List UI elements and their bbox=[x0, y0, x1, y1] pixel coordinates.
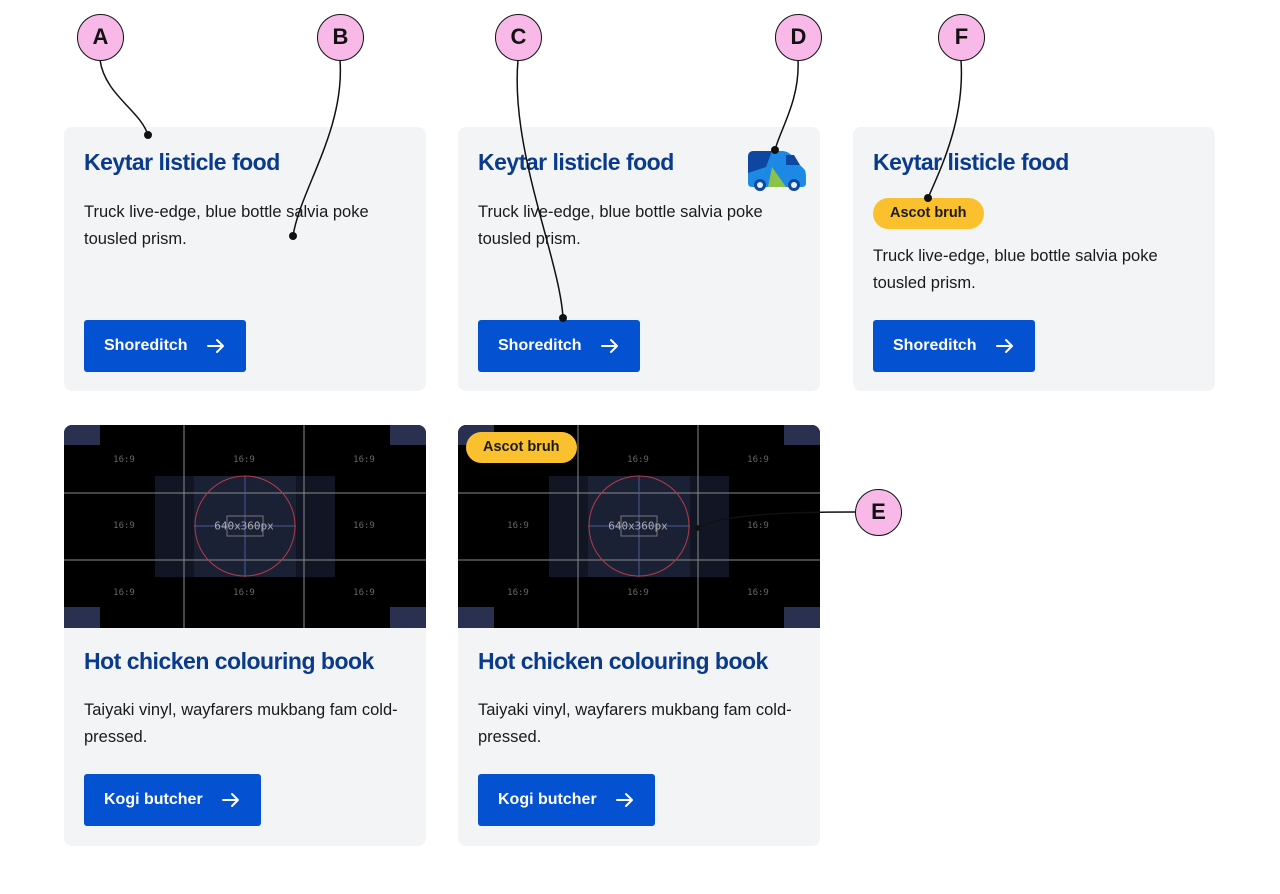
callout-e: E bbox=[855, 489, 902, 536]
shoreditch-button[interactable]: Shoreditch bbox=[478, 320, 640, 372]
button-label: Kogi butcher bbox=[104, 791, 203, 808]
card-title: Keytar listicle food bbox=[478, 149, 674, 175]
card-description: Truck live-edge, blue bottle salvia poke… bbox=[478, 203, 763, 248]
placeholder-ratio-label: 16:9 bbox=[507, 588, 529, 598]
card-title: Keytar listicle food bbox=[873, 149, 1069, 175]
placeholder-ratio-label: 16:9 bbox=[113, 521, 135, 531]
arrow-right-icon bbox=[995, 336, 1015, 356]
card-description: Taiyaki vinyl, wayfarers mukbang fam col… bbox=[478, 701, 792, 746]
placeholder-image: 16:9 16:9 16:9 16:9 640x360px 16:9 16:9 16:9 16:… bbox=[64, 425, 426, 628]
placeholder-ratio-label: 16:9 bbox=[507, 521, 529, 531]
kogi-butcher-button[interactable]: Kogi butcher bbox=[84, 774, 261, 826]
placeholder-ratio-label: 16:9 bbox=[233, 588, 255, 598]
placeholder-ratio-label: 16:9 bbox=[627, 588, 649, 598]
placeholder-ratio-label: 16:9 bbox=[747, 455, 769, 465]
callout-a: A bbox=[77, 14, 124, 61]
placeholder-ratio-label: 16:9 bbox=[353, 588, 375, 598]
shoreditch-button[interactable]: Shoreditch bbox=[84, 320, 246, 372]
placeholder-ratio-label: 16:9 bbox=[233, 455, 255, 465]
shoreditch-button[interactable]: Shoreditch bbox=[873, 320, 1035, 372]
button-label: Shoreditch bbox=[104, 337, 188, 354]
card-description: Taiyaki vinyl, wayfarers mukbang fam col… bbox=[84, 701, 398, 746]
arrow-right-icon bbox=[600, 336, 620, 356]
arrow-right-icon bbox=[206, 336, 226, 356]
placeholder-size-label: 640x360px bbox=[608, 519, 668, 533]
placeholder-size-label: 640x360px bbox=[214, 519, 274, 533]
van-icon bbox=[748, 151, 806, 191]
placeholder-ratio-label: 16:9 bbox=[627, 455, 649, 465]
placeholder-ratio-label: 16:9 bbox=[353, 455, 375, 465]
card: Keytar listicle food Truck live-edge, bl… bbox=[64, 127, 426, 391]
callout-d: D bbox=[775, 14, 822, 61]
button-label: Shoreditch bbox=[498, 337, 582, 354]
card: 16:916:916:916:9640x360px16:916:916:916:… bbox=[458, 425, 820, 846]
card-title: Hot chicken colouring book bbox=[478, 648, 768, 674]
card-description: Truck live-edge, blue bottle salvia poke… bbox=[84, 203, 369, 248]
placeholder-ratio-label: 16:9 bbox=[113, 588, 135, 598]
placeholder-ratio-label: 16:9 bbox=[747, 521, 769, 531]
badge: Ascot bruh bbox=[466, 432, 577, 463]
arrow-right-icon bbox=[221, 790, 241, 810]
callout-c: C bbox=[495, 14, 542, 61]
card-title: Hot chicken colouring book bbox=[84, 648, 374, 674]
card: Keytar listicle food Ascot bruh Truck li… bbox=[853, 127, 1215, 391]
card-title: Keytar listicle food bbox=[84, 149, 280, 175]
card-description: Truck live-edge, blue bottle salvia poke… bbox=[873, 247, 1158, 292]
placeholder-ratio-label: 16:9 bbox=[747, 588, 769, 598]
card: Keytar listicle food Truck live-edge, bl… bbox=[458, 127, 820, 391]
arrow-right-icon bbox=[615, 790, 635, 810]
badge: Ascot bruh bbox=[873, 198, 984, 229]
button-label: Shoreditch bbox=[893, 337, 977, 354]
placeholder-ratio-label: 16:9 bbox=[113, 455, 135, 465]
placeholder-ratio-label: 16:9 bbox=[353, 521, 375, 531]
kogi-butcher-button[interactable]: Kogi butcher bbox=[478, 774, 655, 826]
card: 16:9 16:9 16:9 16:9 640x360px 16:9 16:9 16:9 16:… bbox=[64, 425, 426, 846]
callout-f: F bbox=[938, 14, 985, 61]
button-label: Kogi butcher bbox=[498, 791, 597, 808]
callout-b: B bbox=[317, 14, 364, 61]
